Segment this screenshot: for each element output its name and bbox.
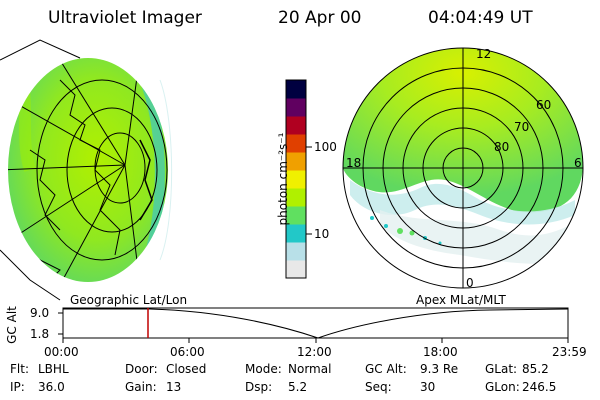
info-value: Closed (166, 362, 207, 376)
colorbar-unit-label: photon cm⁻²s⁻¹ (276, 132, 290, 226)
info-key: Dsp: (245, 380, 273, 394)
info-value: 246.5 (522, 380, 557, 394)
y-tick-1-8: 1.8 (30, 327, 50, 341)
colorbar-swatch (286, 116, 306, 135)
apex-label: Apex MLat/MLT (416, 293, 506, 307)
mlt-label-6: 6 (574, 156, 582, 170)
mlat-label-60: 60 (536, 98, 552, 112)
mlat-label-80: 80 (494, 140, 510, 154)
altitude-curve (63, 308, 569, 339)
colorbar-swatch (286, 188, 306, 207)
mlt-label-18: 18 (346, 156, 362, 170)
x-tick-1800: 18:00 (423, 345, 458, 359)
time-label: 04:04:49 UT (428, 8, 533, 28)
mlat-label-70: 70 (514, 120, 530, 134)
mlt-label-12: 12 (476, 47, 492, 61)
colorbar-tick-10: 10 (314, 227, 330, 241)
geographic-label: Geographic Lat/Lon (70, 293, 188, 307)
info-value: LBHL (38, 362, 69, 376)
info-key: IP: (10, 380, 25, 394)
x-tick-0000: 00:00 (44, 345, 79, 359)
mlt-label-0: 0 (466, 276, 474, 290)
geographic-image (0, 39, 173, 301)
info-value: 5.2 (288, 380, 308, 394)
timeline-plot (58, 307, 569, 343)
info-key: GLon: (485, 380, 520, 394)
info-value: 85.2 (522, 362, 549, 376)
info-value: 36.0 (38, 380, 65, 394)
colorbar-swatch (286, 80, 306, 99)
info-value: 9.3 Re (420, 362, 459, 376)
gc-alt-axis-label: GC Alt (5, 306, 19, 344)
x-tick-1200: 12:00 (297, 345, 332, 359)
x-tick-0600: 06:00 (170, 345, 205, 359)
info-key: Flt: (10, 362, 29, 376)
x-tick-2359: 23:59 (552, 345, 587, 359)
polar-plot (342, 47, 584, 289)
instrument-title: Ultraviolet Imager (48, 8, 202, 28)
colorbar-swatch (286, 206, 306, 225)
colorbar-swatch (286, 152, 306, 171)
polar-boundary (342, 47, 584, 289)
timeline-frame (62, 307, 569, 339)
date-label: 20 Apr 00 (278, 8, 362, 28)
colorbar-swatch (286, 260, 306, 279)
colorbar-swatch (286, 224, 306, 243)
y-tick-9: 9.0 (30, 306, 50, 320)
info-key: Mode: (245, 362, 282, 376)
info-key: GLat: (485, 362, 518, 376)
info-key: Gain: (125, 380, 157, 394)
info-value: 30 (420, 380, 436, 394)
colorbar-swatch (286, 242, 306, 261)
colorbar-tick-100: 100 (314, 140, 337, 154)
info-value: 13 (166, 380, 182, 394)
info-key: GC Alt: (365, 362, 407, 376)
colorbar-frame (285, 79, 307, 279)
colorbar-swatch (286, 134, 306, 153)
colorbar (285, 79, 312, 279)
earth-disk (8, 58, 168, 282)
info-value: Normal (288, 362, 332, 376)
colorbar-swatch (286, 98, 306, 117)
colorbar-swatch (286, 170, 306, 189)
info-key: Seq: (365, 380, 392, 394)
info-key: Door: (125, 362, 158, 376)
